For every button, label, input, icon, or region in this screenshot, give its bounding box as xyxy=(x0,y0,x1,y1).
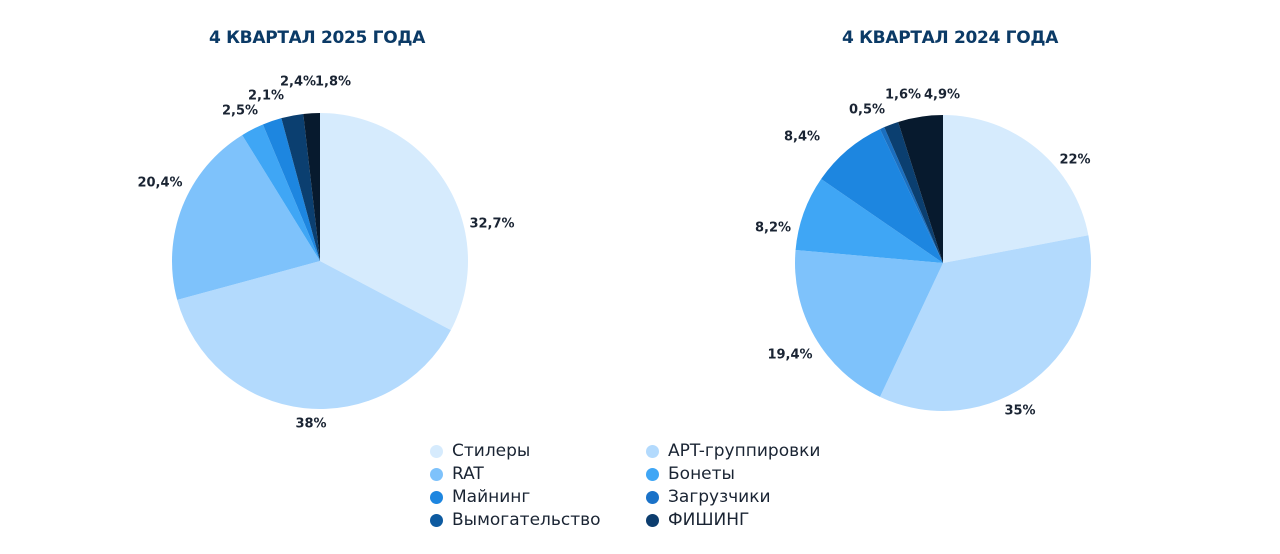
pie-slice-Стилеры xyxy=(943,115,1089,263)
pie-slice-Вымогательство xyxy=(884,121,943,263)
legend-item-stealers: Стилеры xyxy=(430,441,646,461)
slice-label: 2,5% xyxy=(221,103,259,119)
pie-slice-Загрузчики xyxy=(879,127,943,263)
slice-label: 38% xyxy=(295,416,327,432)
legend-item-apt: APT-группировки xyxy=(646,441,846,461)
slice-label: 22% xyxy=(1059,152,1091,168)
chart-title-2025: 4 КВАРТАЛ 2025 ГОДА xyxy=(208,28,426,48)
slice-label: 2,1% xyxy=(247,88,285,104)
pie-slice-Бонеты xyxy=(242,124,320,261)
legend-dot xyxy=(646,444,659,458)
pie-slice-ФИШИНГ xyxy=(303,113,320,261)
legend-dot xyxy=(430,513,443,527)
pie-slice-Стилеры xyxy=(320,113,468,331)
legend-dot xyxy=(646,467,659,481)
slice-label: 0,5% xyxy=(848,102,886,118)
slice-label: 20,4% xyxy=(137,175,183,191)
legend-item-botnets: Бонеты xyxy=(646,464,846,484)
pie-slice-RAT xyxy=(172,135,320,300)
legend: Стилеры APT-группировки RAT Бонеты Майни… xyxy=(430,441,846,530)
slice-label: 35% xyxy=(1004,403,1036,419)
pie-slice-APT-группировки xyxy=(879,235,1091,411)
chart-title-2024: 4 КВАРТАЛ 2024 ГОДА xyxy=(841,28,1059,48)
slice-label: 8,4% xyxy=(783,129,821,145)
legend-item-rat: RAT xyxy=(430,464,646,484)
slice-label: 1,6% xyxy=(884,87,922,103)
legend-dot xyxy=(430,467,443,481)
pie-slice-RAT xyxy=(794,249,943,397)
legend-dot xyxy=(646,490,659,504)
legend-item-mining: Майнинг xyxy=(430,487,646,507)
slice-label: 8,2% xyxy=(754,220,792,236)
pie-slice-Майнинг xyxy=(262,118,320,261)
legend-item-ransomware: Вымогательство xyxy=(430,510,646,530)
slice-label: 19,4% xyxy=(767,347,813,363)
slice-label: 2,4% xyxy=(279,74,317,90)
slice-label: 1,8% xyxy=(314,74,352,90)
legend-dot xyxy=(430,490,443,504)
pie-slice-APT-группировки xyxy=(177,261,451,410)
slice-label: 32,7% xyxy=(469,216,515,232)
pie-slice-Бонеты xyxy=(795,179,943,263)
legend-item-loaders: Загрузчики xyxy=(646,487,846,507)
pie-slice-ФИШИНГ xyxy=(898,115,943,263)
pie-slice-Майнинг xyxy=(821,129,943,263)
pie-slice-Вымогательство xyxy=(281,113,320,261)
legend-item-phishing: ФИШИНГ xyxy=(646,510,846,530)
slice-label: 4,9% xyxy=(923,87,961,103)
legend-dot xyxy=(430,444,443,458)
legend-dot xyxy=(646,513,659,527)
